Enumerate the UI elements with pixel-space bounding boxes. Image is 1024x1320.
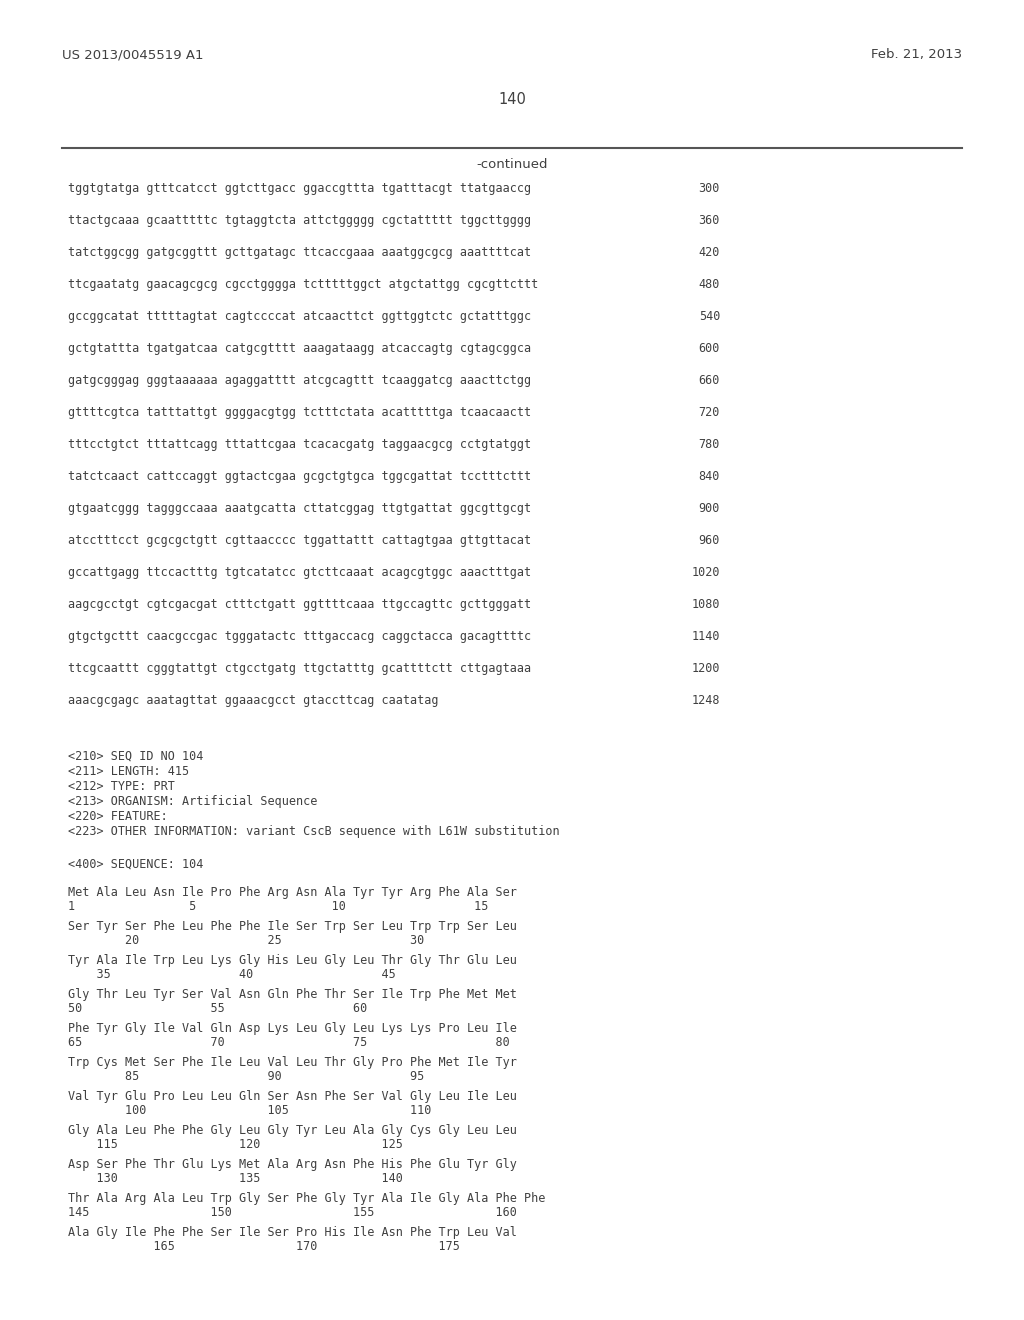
Text: gccattgagg ttccactttg tgtcatatcc gtcttcaaat acagcgtggc aaactttgat: gccattgagg ttccactttg tgtcatatcc gtcttca…: [68, 566, 531, 579]
Text: ttactgcaaa gcaatttttc tgtaggtcta attctggggg cgctattttt tggcttgggg: ttactgcaaa gcaatttttc tgtaggtcta attctgg…: [68, 214, 531, 227]
Text: <220> FEATURE:: <220> FEATURE:: [68, 810, 168, 822]
Text: Asp Ser Phe Thr Glu Lys Met Ala Arg Asn Phe His Phe Glu Tyr Gly: Asp Ser Phe Thr Glu Lys Met Ala Arg Asn …: [68, 1158, 517, 1171]
Text: Gly Thr Leu Tyr Ser Val Asn Gln Phe Thr Ser Ile Trp Phe Met Met: Gly Thr Leu Tyr Ser Val Asn Gln Phe Thr …: [68, 987, 517, 1001]
Text: 100                 105                 110: 100 105 110: [68, 1104, 431, 1117]
Text: ttcgaatatg gaacagcgcg cgcctgggga tctttttggct atgctattgg cgcgttcttt: ttcgaatatg gaacagcgcg cgcctgggga tcttttt…: [68, 279, 539, 290]
Text: 1200: 1200: [691, 663, 720, 675]
Text: 65                  70                  75                  80: 65 70 75 80: [68, 1036, 510, 1049]
Text: Trp Cys Met Ser Phe Ile Leu Val Leu Thr Gly Pro Phe Met Ile Tyr: Trp Cys Met Ser Phe Ile Leu Val Leu Thr …: [68, 1056, 517, 1069]
Text: gctgtattta tgatgatcaa catgcgtttt aaagataagg atcaccagtg cgtagcggca: gctgtattta tgatgatcaa catgcgtttt aaagata…: [68, 342, 531, 355]
Text: aaacgcgagc aaatagttat ggaaacgcct gtaccttcag caatatag: aaacgcgagc aaatagttat ggaaacgcct gtacctt…: [68, 694, 438, 708]
Text: 360: 360: [698, 214, 720, 227]
Text: 20                  25                  30: 20 25 30: [68, 935, 424, 946]
Text: Thr Ala Arg Ala Leu Trp Gly Ser Phe Gly Tyr Ala Ile Gly Ala Phe Phe: Thr Ala Arg Ala Leu Trp Gly Ser Phe Gly …: [68, 1192, 546, 1205]
Text: tggtgtatga gtttcatcct ggtcttgacc ggaccgttta tgatttacgt ttatgaaccg: tggtgtatga gtttcatcct ggtcttgacc ggaccgt…: [68, 182, 531, 195]
Text: Val Tyr Glu Pro Leu Leu Gln Ser Asn Phe Ser Val Gly Leu Ile Leu: Val Tyr Glu Pro Leu Leu Gln Ser Asn Phe …: [68, 1090, 517, 1104]
Text: 540: 540: [698, 310, 720, 323]
Text: 600: 600: [698, 342, 720, 355]
Text: <210> SEQ ID NO 104: <210> SEQ ID NO 104: [68, 750, 204, 763]
Text: 1248: 1248: [691, 694, 720, 708]
Text: Gly Ala Leu Phe Phe Gly Leu Gly Tyr Leu Ala Gly Cys Gly Leu Leu: Gly Ala Leu Phe Phe Gly Leu Gly Tyr Leu …: [68, 1125, 517, 1137]
Text: 780: 780: [698, 438, 720, 451]
Text: 140: 140: [498, 92, 526, 107]
Text: 1020: 1020: [691, 566, 720, 579]
Text: 660: 660: [698, 374, 720, 387]
Text: aagcgcctgt cgtcgacgat ctttctgatt ggttttcaaa ttgccagttc gcttgggatt: aagcgcctgt cgtcgacgat ctttctgatt ggttttc…: [68, 598, 531, 611]
Text: Tyr Ala Ile Trp Leu Lys Gly His Leu Gly Leu Thr Gly Thr Glu Leu: Tyr Ala Ile Trp Leu Lys Gly His Leu Gly …: [68, 954, 517, 968]
Text: gatgcgggag gggtaaaaaa agaggatttt atcgcagttt tcaaggatcg aaacttctgg: gatgcgggag gggtaaaaaa agaggatttt atcgcag…: [68, 374, 531, 387]
Text: <212> TYPE: PRT: <212> TYPE: PRT: [68, 780, 175, 793]
Text: <213> ORGANISM: Artificial Sequence: <213> ORGANISM: Artificial Sequence: [68, 795, 317, 808]
Text: tatctggcgg gatgcggttt gcttgatagc ttcaccgaaa aaatggcgcg aaattttcat: tatctggcgg gatgcggttt gcttgatagc ttcaccg…: [68, 246, 531, 259]
Text: 50                  55                  60: 50 55 60: [68, 1002, 368, 1015]
Text: 900: 900: [698, 502, 720, 515]
Text: tttcctgtct tttattcagg tttattcgaa tcacacgatg taggaacgcg cctgtatggt: tttcctgtct tttattcagg tttattcgaa tcacacg…: [68, 438, 531, 451]
Text: gccggcatat tttttagtat cagtccccat atcaacttct ggttggtctc gctatttggc: gccggcatat tttttagtat cagtccccat atcaact…: [68, 310, 531, 323]
Text: gtgaatcggg tagggccaaa aaatgcatta cttatcggag ttgtgattat ggcgttgcgt: gtgaatcggg tagggccaaa aaatgcatta cttatcg…: [68, 502, 531, 515]
Text: Feb. 21, 2013: Feb. 21, 2013: [870, 48, 962, 61]
Text: 1                5                   10                  15: 1 5 10 15: [68, 900, 488, 913]
Text: <400> SEQUENCE: 104: <400> SEQUENCE: 104: [68, 858, 204, 871]
Text: Ser Tyr Ser Phe Leu Phe Phe Ile Ser Trp Ser Leu Trp Trp Ser Leu: Ser Tyr Ser Phe Leu Phe Phe Ile Ser Trp …: [68, 920, 517, 933]
Text: 115                 120                 125: 115 120 125: [68, 1138, 402, 1151]
Text: 480: 480: [698, 279, 720, 290]
Text: ttcgcaattt cgggtattgt ctgcctgatg ttgctatttg gcattttctt cttgagtaaa: ttcgcaattt cgggtattgt ctgcctgatg ttgctat…: [68, 663, 531, 675]
Text: gtgctgcttt caacgccgac tgggatactc tttgaccacg caggctacca gacagttttc: gtgctgcttt caacgccgac tgggatactc tttgacc…: [68, 630, 531, 643]
Text: 85                  90                  95: 85 90 95: [68, 1071, 424, 1082]
Text: 1140: 1140: [691, 630, 720, 643]
Text: 1080: 1080: [691, 598, 720, 611]
Text: <223> OTHER INFORMATION: variant CscB sequence with L61W substitution: <223> OTHER INFORMATION: variant CscB se…: [68, 825, 560, 838]
Text: tatctcaact cattccaggt ggtactcgaa gcgctgtgca tggcgattat tcctttcttt: tatctcaact cattccaggt ggtactcgaa gcgctgt…: [68, 470, 531, 483]
Text: -continued: -continued: [476, 158, 548, 172]
Text: 720: 720: [698, 407, 720, 418]
Text: 145                 150                 155                 160: 145 150 155 160: [68, 1206, 517, 1218]
Text: US 2013/0045519 A1: US 2013/0045519 A1: [62, 48, 204, 61]
Text: <211> LENGTH: 415: <211> LENGTH: 415: [68, 766, 189, 777]
Text: 300: 300: [698, 182, 720, 195]
Text: Ala Gly Ile Phe Phe Ser Ile Ser Pro His Ile Asn Phe Trp Leu Val: Ala Gly Ile Phe Phe Ser Ile Ser Pro His …: [68, 1226, 517, 1239]
Text: 840: 840: [698, 470, 720, 483]
Text: 35                  40                  45: 35 40 45: [68, 968, 395, 981]
Text: 130                 135                 140: 130 135 140: [68, 1172, 402, 1185]
Text: atcctttcct gcgcgctgtt cgttaacccc tggattattt cattagtgaa gttgttacat: atcctttcct gcgcgctgtt cgttaacccc tggatta…: [68, 535, 531, 546]
Text: gttttcgtca tatttattgt ggggacgtgg tctttctata acatttttga tcaacaactt: gttttcgtca tatttattgt ggggacgtgg tctttct…: [68, 407, 531, 418]
Text: Met Ala Leu Asn Ile Pro Phe Arg Asn Ala Tyr Tyr Arg Phe Ala Ser: Met Ala Leu Asn Ile Pro Phe Arg Asn Ala …: [68, 886, 517, 899]
Text: 960: 960: [698, 535, 720, 546]
Text: 165                 170                 175: 165 170 175: [68, 1239, 460, 1253]
Text: 420: 420: [698, 246, 720, 259]
Text: Phe Tyr Gly Ile Val Gln Asp Lys Leu Gly Leu Lys Lys Pro Leu Ile: Phe Tyr Gly Ile Val Gln Asp Lys Leu Gly …: [68, 1022, 517, 1035]
